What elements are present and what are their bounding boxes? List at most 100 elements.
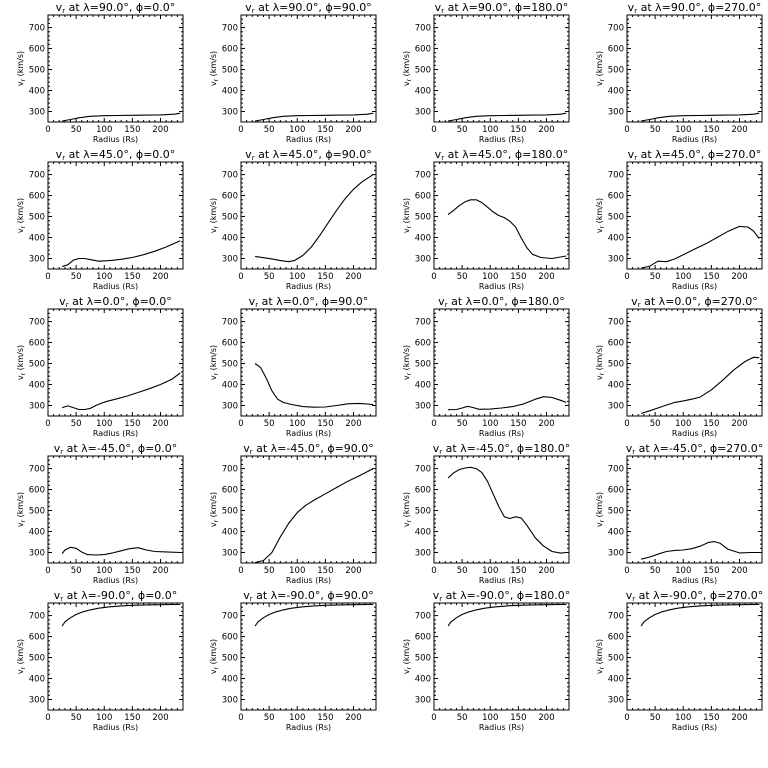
- x-axis-label: Radius (Rs): [93, 282, 138, 291]
- x-tick-label: 50: [264, 272, 275, 282]
- y-tick-label: 700: [222, 24, 238, 34]
- y-axis-label: vr (km/s): [595, 639, 606, 674]
- series-line: [640, 603, 760, 627]
- x-tick-label: 200: [731, 125, 747, 135]
- y-tick-label: 300: [415, 696, 431, 706]
- y-tick-label: 300: [222, 108, 238, 118]
- y-axis-label: vr (km/s): [402, 639, 413, 674]
- y-tick-label: 700: [29, 465, 45, 475]
- y-tick-label: 300: [29, 255, 45, 265]
- x-tick-label: 200: [152, 713, 168, 723]
- panel-8: vr at λ=0.0°, ϕ=0.0° 0 50 100 150 200 300 400 50…: [16, 295, 184, 438]
- y-tick-label: 700: [415, 465, 431, 475]
- x-tick-label: 100: [96, 713, 112, 723]
- y-tick-label: 600: [222, 633, 238, 643]
- y-tick-label: 600: [415, 45, 431, 55]
- plot-frame: [626, 161, 763, 270]
- y-tick-label: 500: [608, 507, 624, 517]
- panel-9: vr at λ=0.0°, ϕ=90.0° 0 50 100 150 200 300 400 5…: [209, 295, 377, 438]
- x-axis-label: Radius (Rs): [93, 135, 138, 144]
- series-line: [447, 466, 567, 554]
- y-tick-label: 300: [29, 696, 45, 706]
- series-line: [61, 603, 181, 627]
- y-tick-label: 300: [415, 255, 431, 265]
- y-axis-label: vr (km/s): [402, 345, 413, 380]
- y-axis-label: vr (km/s): [16, 51, 27, 86]
- y-tick-label: 400: [608, 87, 624, 97]
- y-tick-label: 400: [415, 675, 431, 685]
- y-axis-label: vr (km/s): [209, 198, 220, 233]
- x-tick-label: 200: [538, 272, 554, 282]
- y-tick-label: 400: [29, 528, 45, 538]
- x-axis-label: Radius (Rs): [479, 282, 524, 291]
- y-tick-label: 500: [222, 507, 238, 517]
- x-tick-label: 0: [45, 419, 50, 429]
- y-tick-label: 300: [222, 402, 238, 412]
- y-tick-label: 500: [29, 66, 45, 76]
- panel-6: vr at λ=45.0°, ϕ=180.0° 0 50 100 150 200 300 40…: [402, 148, 570, 291]
- y-tick-label: 500: [222, 654, 238, 664]
- x-tick-label: 0: [238, 125, 243, 135]
- series-line: [61, 546, 181, 556]
- x-tick-label: 200: [731, 713, 747, 723]
- x-tick-label: 50: [71, 713, 82, 723]
- y-tick-label: 600: [222, 192, 238, 202]
- panel-title: vr at λ=-90.0°, ϕ=270.0°: [626, 589, 764, 603]
- x-tick-label: 50: [650, 419, 661, 429]
- y-axis-label: vr (km/s): [402, 198, 413, 233]
- y-tick-label: 700: [608, 24, 624, 34]
- y-axis-label: vr (km/s): [209, 639, 220, 674]
- x-axis-label: Radius (Rs): [479, 135, 524, 144]
- y-tick-label: 600: [29, 633, 45, 643]
- y-tick-label: 700: [608, 465, 624, 475]
- panel-12: vr at λ=-45.0°, ϕ=0.0° 0 50 100 150 200 300 400…: [16, 442, 184, 585]
- y-tick-label: 400: [608, 234, 624, 244]
- x-tick-label: 200: [152, 272, 168, 282]
- y-tick-label: 300: [222, 696, 238, 706]
- panel-10: vr at λ=0.0°, ϕ=180.0° 0 50 100 150 200 300 400…: [402, 295, 570, 438]
- x-tick-label: 0: [238, 566, 243, 576]
- x-tick-label: 100: [96, 125, 112, 135]
- x-tick-label: 0: [238, 272, 243, 282]
- y-tick-label: 600: [608, 633, 624, 643]
- plot-frame: [626, 14, 763, 123]
- y-axis-label: vr (km/s): [16, 198, 27, 233]
- x-tick-label: 0: [431, 125, 436, 135]
- y-tick-label: 700: [29, 24, 45, 34]
- x-tick-label: 100: [96, 566, 112, 576]
- panel-title: vr at λ=0.0°, ϕ=180.0°: [438, 295, 565, 309]
- x-axis-label: Radius (Rs): [479, 429, 524, 438]
- y-axis-label: vr (km/s): [402, 51, 413, 86]
- x-tick-label: 200: [152, 566, 168, 576]
- y-tick-label: 700: [415, 24, 431, 34]
- x-tick-label: 150: [124, 566, 140, 576]
- x-tick-label: 50: [264, 125, 275, 135]
- y-axis-label: vr (km/s): [595, 345, 606, 380]
- panel-title: vr at λ=-90.0°, ϕ=180.0°: [433, 589, 571, 603]
- y-tick-label: 500: [608, 654, 624, 664]
- y-tick-label: 400: [222, 234, 238, 244]
- x-tick-label: 0: [624, 713, 629, 723]
- y-tick-label: 500: [608, 66, 624, 76]
- x-tick-label: 0: [45, 272, 50, 282]
- x-tick-label: 100: [482, 419, 498, 429]
- x-tick-label: 100: [675, 566, 691, 576]
- y-tick-label: 400: [222, 528, 238, 538]
- y-tick-label: 400: [222, 381, 238, 391]
- panel-2: vr at λ=90.0°, ϕ=180.0° 0 50 100 150 200 300 40…: [402, 1, 570, 144]
- plot-frame: [240, 455, 377, 564]
- x-tick-label: 0: [238, 419, 243, 429]
- series-line: [448, 396, 567, 411]
- panel-title: vr at λ=0.0°, ϕ=0.0°: [59, 295, 172, 309]
- y-tick-label: 300: [29, 402, 45, 412]
- y-tick-label: 500: [29, 213, 45, 223]
- x-axis-label: Radius (Rs): [479, 723, 524, 732]
- y-tick-label: 400: [415, 87, 431, 97]
- plot-frame: [47, 308, 184, 417]
- x-tick-label: 200: [345, 566, 361, 576]
- y-tick-label: 500: [29, 654, 45, 664]
- x-tick-label: 50: [264, 419, 275, 429]
- x-axis-label: Radius (Rs): [286, 576, 331, 585]
- y-tick-label: 600: [415, 339, 431, 349]
- series-line: [640, 356, 760, 415]
